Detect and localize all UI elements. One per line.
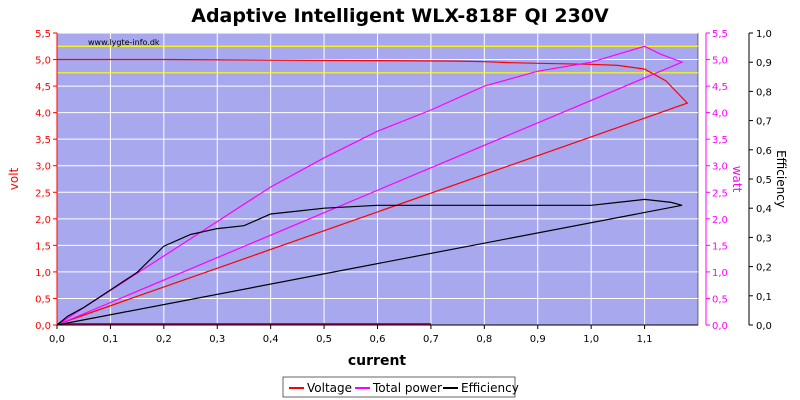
left-tick-label: 3,0 [35, 162, 51, 173]
watt-tick-label: 1,0 [712, 268, 728, 279]
watt-tick-label: 2,5 [712, 188, 728, 199]
efficiency-tick-label: 0,0 [756, 321, 772, 332]
watt-tick-label: 1,5 [712, 241, 728, 252]
x-axis: 0,0 0,1 0,2 0,3 0,4 0,5 0,6 0,7 0,8 0,9 1,0 1,1 [49, 324, 698, 345]
y-axis-label-watt: watt [730, 166, 744, 193]
left-tick-label: 2,5 [35, 188, 51, 199]
legend: Voltage Total power Efficiency [282, 376, 519, 398]
x-tick-label: 0,8 [476, 334, 492, 345]
legend-box [282, 376, 516, 398]
series-line-total-power [56, 45, 684, 326]
efficiency-tick-label: 0,1 [756, 292, 772, 303]
x-axis-label: current [348, 353, 407, 369]
left-tick-label: 2,0 [35, 215, 51, 226]
left-axis: 0,0 0,5 1,0 1,5 2,0 2,5 3,0 3,5 4,0 4,5 5,0 5,5 [35, 29, 58, 332]
x-tick-label: 0,7 [423, 334, 439, 345]
left-tick-label: 5,0 [35, 56, 51, 67]
watt-tick-label: 0,5 [712, 294, 728, 305]
watt-tick-label: 3,0 [712, 162, 728, 173]
watt-tick-label: 0,0 [712, 321, 728, 332]
left-tick-label: 4,0 [35, 109, 51, 120]
efficiency-tick-label: 0,5 [756, 175, 772, 186]
legend-label-voltage: Voltage [307, 381, 352, 395]
x-tick-label: 0,9 [530, 334, 546, 345]
watt-tick-label: 5,0 [712, 56, 728, 67]
efficiency-tick-label: 0,6 [756, 146, 772, 157]
efficiency-tick-label: 0,4 [756, 204, 772, 215]
x-tick-label: 0,1 [102, 334, 118, 345]
x-tick-label: 0,0 [49, 334, 65, 345]
x-tick-label: 1,1 [637, 334, 653, 345]
watt-tick-label: 4,0 [712, 109, 728, 120]
y-axis-label-left: volt [7, 167, 21, 190]
left-tick-label: 1,5 [35, 241, 51, 252]
y-axis-label-efficiency: Efficiency [774, 150, 788, 208]
legend-label-efficiency: Efficiency [461, 381, 519, 395]
right-axis-efficiency: 0,0 0,1 0,2 0,3 0,4 0,5 0,6 0,7 0,8 0,9 1,0 [748, 29, 772, 332]
watt-tick-label: 4,5 [712, 82, 728, 93]
efficiency-tick-label: 0,3 [756, 233, 772, 244]
series-line-efficiency [56, 198, 683, 326]
left-tick-label: 1,0 [35, 268, 51, 279]
right-axis-watt: 0,0 0,5 1,0 1,5 2,0 2,5 3,0 3,5 4,0 4,5 5,0 5,5 [705, 29, 728, 332]
x-tick-label: 0,2 [156, 334, 172, 345]
efficiency-tick-label: 0,8 [756, 87, 772, 98]
reference-lines [57, 45, 698, 74]
x-tick-label: 0,5 [316, 334, 332, 345]
chart-title: Adaptive Intelligent WLX-818F QI 230V [191, 5, 609, 27]
watt-tick-label: 3,5 [712, 135, 728, 146]
watt-tick-label: 2,0 [712, 215, 728, 226]
watt-tick-label: 5,5 [712, 29, 728, 40]
efficiency-tick-label: 0,2 [756, 263, 772, 274]
series-group [56, 45, 689, 326]
left-tick-label: 5,5 [35, 29, 51, 40]
efficiency-tick-label: 0,7 [756, 117, 772, 128]
left-tick-label: 3,5 [35, 135, 51, 146]
x-tick-label: 0,6 [370, 334, 386, 345]
x-tick-label: 0,4 [263, 334, 279, 345]
efficiency-tick-label: 1,0 [756, 29, 772, 40]
legend-label-total-power: Total power [372, 381, 442, 395]
left-tick-label: 4,5 [35, 82, 51, 93]
left-tick-label: 0,5 [35, 294, 51, 305]
efficiency-tick-label: 0,9 [756, 58, 772, 69]
x-tick-label: 1,0 [583, 334, 599, 345]
left-tick-label: 0,0 [35, 321, 51, 332]
watermark: www.lygte-info.dk [88, 38, 160, 47]
x-tick-label: 0,3 [209, 334, 225, 345]
series-line-voltage [56, 58, 689, 326]
